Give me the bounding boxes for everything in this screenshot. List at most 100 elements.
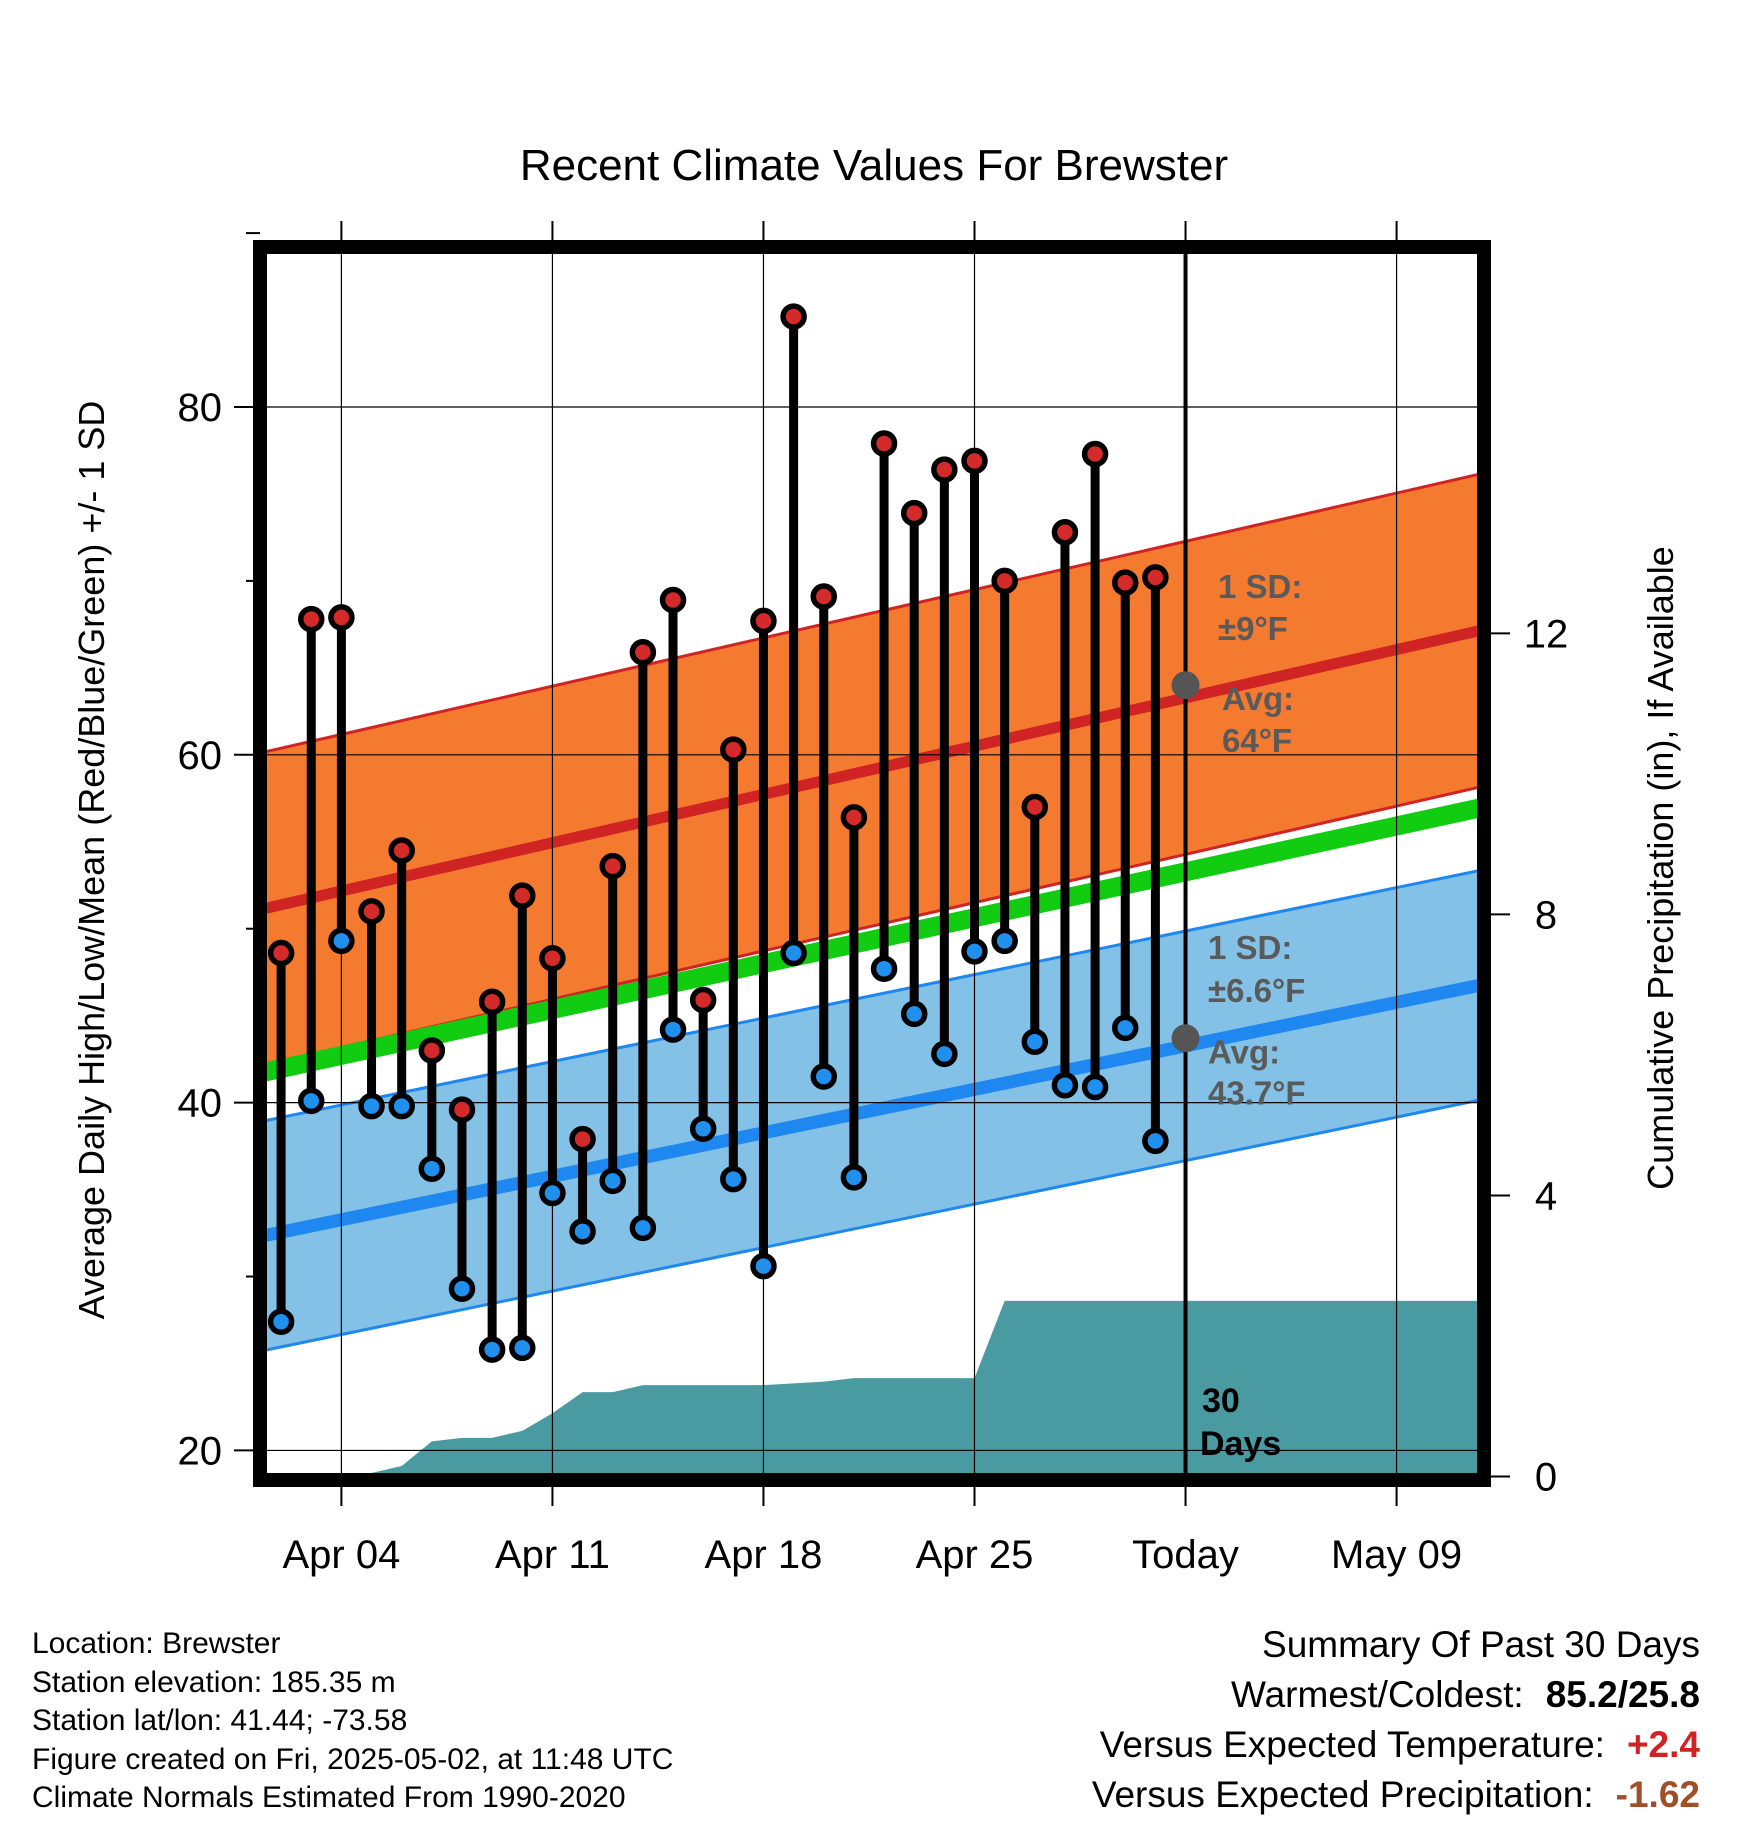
high-avg-label-line1: Avg:: [1222, 680, 1294, 717]
low-point-20: [870, 955, 898, 982]
low-point-8: [509, 1334, 536, 1362]
summary-precip-value: -1.62: [1615, 1774, 1700, 1815]
y2-tick-label-3: 12: [1524, 612, 1569, 656]
low-point-16: [750, 1252, 777, 1280]
low-point-17: [780, 939, 807, 967]
high-point-8: [509, 882, 536, 909]
plot-area: [260, 471, 1484, 1480]
high-point-29: [1142, 564, 1169, 591]
low-point-18: [810, 1063, 838, 1090]
low-point-28: [1111, 1014, 1139, 1042]
x-tick-label-1: Apr 11: [495, 1533, 610, 1577]
info-normals: Climate Normals Estimated From 1990-2020: [32, 1781, 626, 1814]
high-point-20: [870, 430, 898, 457]
summary-temp-row: Versus Expected Temperature: +2.4: [1092, 1720, 1700, 1770]
summary-precip-row: Versus Expected Precipitation: -1.62: [1092, 1770, 1700, 1820]
high-sd-label-line1: 1 SD:: [1218, 568, 1302, 605]
normal-mean-line: [260, 797, 1484, 1083]
low-point-19: [840, 1164, 868, 1191]
high-point-13: [659, 586, 687, 614]
x-tick-label-5: May 09: [1331, 1533, 1462, 1577]
low-point-7: [478, 1336, 506, 1363]
y-axis-title: Average Daily High/Low/Mean (Red/Blue/Gr…: [71, 401, 112, 1320]
high-point-14: [689, 986, 717, 1014]
low-sd-label-line1: 1 SD:: [1208, 929, 1292, 966]
high-point-22: [931, 456, 958, 483]
high-point-11: [599, 852, 626, 880]
low-point-21: [900, 1000, 928, 1028]
chart-title: Recent Climate Values For Brewster: [520, 141, 1228, 190]
high-point-0: [267, 939, 295, 967]
low-point-5: [418, 1155, 446, 1182]
low-point-6: [448, 1275, 476, 1302]
low-point-0: [267, 1308, 295, 1335]
x-tick-label-2: Apr 18: [705, 1533, 823, 1577]
days-label-line1: 30: [1202, 1382, 1240, 1420]
low-point-2: [328, 927, 355, 955]
summary-warmest-value: 85.2/25.8: [1545, 1674, 1700, 1715]
high-point-10: [569, 1125, 596, 1153]
y2-tick-label-1: 4: [1535, 1174, 1557, 1218]
y-tick-label-3: 80: [178, 386, 223, 430]
y-tick-label-2: 60: [178, 734, 223, 778]
summary-panel: Summary Of Past 30 Days Warmest/Coldest:…: [1092, 1620, 1700, 1820]
y-tick-label-0: 20: [178, 1429, 223, 1473]
high-point-25: [1021, 793, 1049, 821]
high-point-9: [539, 945, 566, 972]
high-point-17: [780, 303, 807, 330]
high-point-28: [1111, 569, 1139, 596]
low-point-13: [659, 1016, 687, 1043]
high-point-2: [328, 604, 355, 631]
low-point-29: [1142, 1127, 1169, 1155]
low-point-3: [358, 1092, 385, 1120]
y2-tick-label-2: 8: [1535, 893, 1557, 937]
high-sd-label-line2: ±9°F: [1218, 610, 1288, 647]
info-elevation: Station elevation: 185.35 m: [32, 1665, 396, 1699]
low-point-26: [1051, 1071, 1079, 1099]
low-point-4: [388, 1092, 415, 1120]
low-point-25: [1021, 1028, 1049, 1056]
low-point-10: [569, 1218, 596, 1245]
x-tick-label-3: Apr 25: [916, 1533, 1034, 1577]
low-avg-label-line1: Avg:: [1208, 1033, 1280, 1070]
high-point-24: [991, 567, 1018, 595]
low-avg-label-line2: 43.7°F: [1208, 1074, 1306, 1111]
precip-area: [260, 1300, 1484, 1480]
normal-high-line: [260, 624, 1484, 915]
high-point-6: [448, 1096, 476, 1123]
y-tick-label-1: 40: [178, 1082, 223, 1126]
low-point-23: [961, 938, 988, 965]
today-low-avg-dot: [1171, 1024, 1200, 1053]
high-point-21: [900, 499, 928, 527]
low-sd-label-line2: ±6.6°F: [1208, 972, 1305, 1009]
low-point-27: [1081, 1073, 1109, 1101]
x-axis-title: Day: [842, 1592, 906, 1600]
high-sd-band-upper-edge: [260, 471, 1484, 755]
info-created: Figure created on Fri, 2025-05-02, at 11…: [32, 1742, 674, 1776]
x-tick-label-0: Apr 04: [282, 1533, 400, 1577]
y2-tick-label-0: 0: [1535, 1455, 1557, 1499]
info-location: Location: Brewster: [32, 1627, 281, 1660]
climate-chart: Recent Climate Values For Brewster 1 SD:…: [71, 141, 1681, 1600]
high-point-19: [840, 804, 868, 831]
summary-temp-value: +2.4: [1626, 1724, 1700, 1765]
low-point-12: [629, 1214, 657, 1242]
low-point-14: [689, 1115, 717, 1142]
summary-precip-label: Versus Expected Precipitation:: [1091, 1774, 1594, 1815]
high-point-5: [418, 1037, 446, 1064]
low-point-9: [539, 1179, 566, 1207]
high-avg-label-line2: 64°F: [1222, 722, 1292, 759]
high-point-7: [478, 988, 506, 1016]
summary-warmest-label: Warmest/Coldest:: [1231, 1674, 1524, 1715]
days-label-line2: Days: [1200, 1425, 1281, 1463]
x-tick-label-4: Today: [1132, 1533, 1239, 1577]
summary-heading: Summary Of Past 30 Days: [1262, 1624, 1700, 1665]
high-point-12: [629, 638, 657, 666]
y2-axis-title: Cumulative Precipitation (in), If Availa…: [1640, 546, 1681, 1190]
high-point-26: [1051, 518, 1079, 546]
high-point-1: [298, 605, 325, 633]
plot-frame: [253, 240, 1491, 1487]
info-latlon: Station lat/lon: 41.44; -73.58: [32, 1704, 408, 1737]
today-high-avg-dot: [1171, 671, 1200, 700]
high-point-3: [358, 898, 385, 925]
